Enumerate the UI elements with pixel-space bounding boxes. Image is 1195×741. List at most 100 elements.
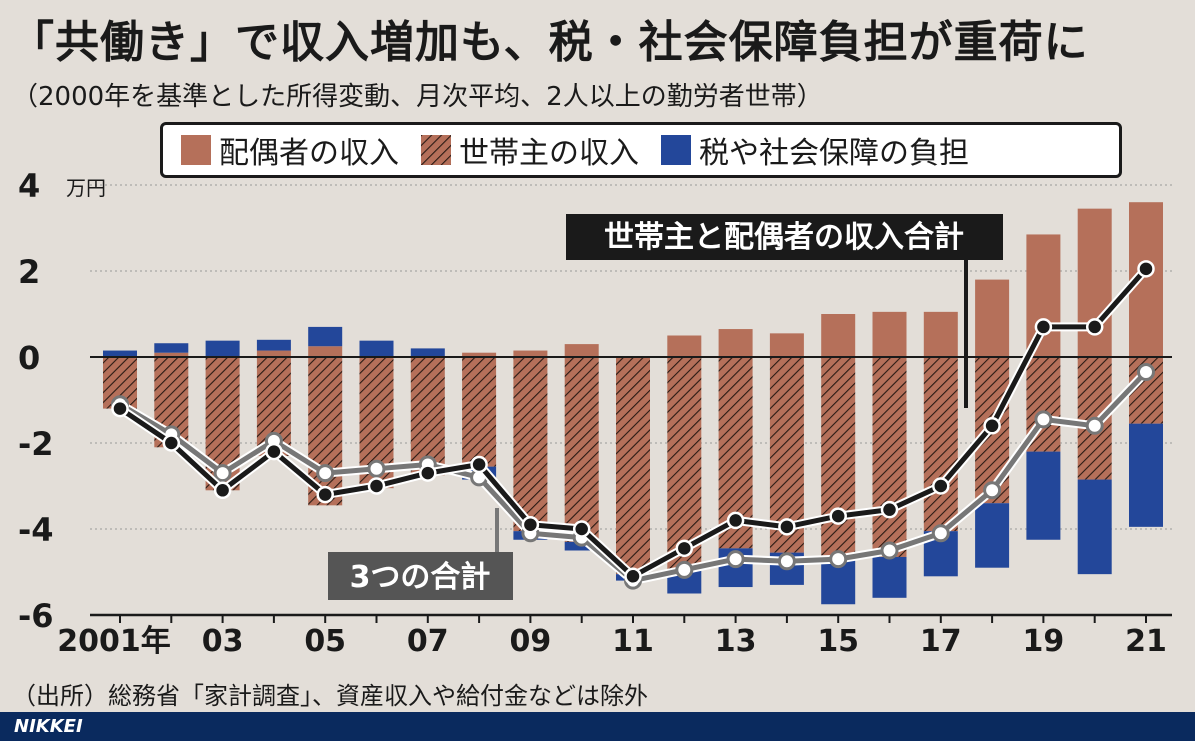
x-tick-label: 19 <box>1023 624 1065 659</box>
three-total-callout-box <box>328 552 513 600</box>
x-tick-label: 2001年 <box>57 624 171 659</box>
bar-spouse-income <box>769 333 804 357</box>
income-total-line-point <box>572 520 591 538</box>
legend-swatch-solid-brown <box>181 135 211 165</box>
income-total-line-point <box>778 518 796 536</box>
bar-spouse-income <box>256 350 291 357</box>
bar-tax-burden <box>359 340 394 357</box>
bar-spouse-income <box>564 344 599 357</box>
legend-swatch-solid-blue <box>661 135 691 165</box>
bar-spouse-income <box>154 352 189 357</box>
three-total-line-point <box>1034 410 1053 429</box>
income-total-line-point <box>419 464 437 482</box>
bar-spouse-income <box>1026 234 1061 357</box>
legend-item-spouse-income: 配偶者の収入 <box>181 128 399 172</box>
y-tick-label: -4 <box>18 511 54 549</box>
bar-tax-burden <box>1129 423 1163 527</box>
income-total-line-point <box>829 507 847 525</box>
income-total-line-point <box>726 511 745 530</box>
three-total-line-point <box>1085 416 1104 435</box>
bar-spouse-income <box>667 335 702 357</box>
x-tick-label: 03 <box>202 624 244 659</box>
income-total-line-point <box>367 477 386 495</box>
income-total-line-point <box>675 539 694 558</box>
legend-item-tax-burden: 税や社会保障の負担 <box>661 128 969 172</box>
x-tick-label: 11 <box>612 624 654 659</box>
bar-spouse-income <box>462 352 497 357</box>
three-total-line-point <box>316 464 335 483</box>
bar-spouse-income <box>718 329 753 357</box>
three-total-line-point <box>777 552 796 571</box>
legend-label: 配偶者の収入 <box>219 136 399 171</box>
bar-tax-burden <box>256 339 291 351</box>
three-total-line-point <box>983 481 1002 500</box>
bar-tax-burden <box>1077 479 1112 575</box>
income-total-line-point <box>111 399 129 418</box>
income-total-line-point <box>470 455 488 474</box>
income-total-line-point <box>983 417 1001 435</box>
income-total-line-point <box>265 442 283 461</box>
income-total-callout-box <box>566 214 1003 260</box>
three-total-line-point <box>213 464 232 483</box>
bar-tax-burden <box>308 326 343 347</box>
chart-subtitle: （2000年を基準とした所得変動、月次平均、2人以上の勤労者世帯） <box>12 82 823 112</box>
three-total-line-point <box>880 541 899 560</box>
bar-tax-burden <box>103 350 137 357</box>
bar-head-income <box>821 357 856 560</box>
legend-label: 税や社会保障の負担 <box>699 136 969 171</box>
legend-label: 世帯主の収入 <box>459 136 639 171</box>
y-tick-label: -6 <box>18 597 54 635</box>
income-total-line-point <box>213 481 232 500</box>
bar-tax-burden <box>975 503 1010 568</box>
three-total-callout-label: 3つの合計 <box>350 560 491 595</box>
three-total-line-point <box>931 524 950 543</box>
legend-swatch-hatched-brown <box>421 135 451 165</box>
income-total-line-point <box>162 434 181 452</box>
income-total-line-point <box>932 477 950 495</box>
bar-spouse-income <box>308 346 343 357</box>
bar-spouse-income <box>872 311 907 357</box>
bar-tax-burden <box>410 348 445 357</box>
legend: 配偶者の収入 世帯主の収入 税や社会保障の負担 <box>160 122 1122 178</box>
bar-head-income <box>923 357 958 532</box>
footer-bar: NIKKEI <box>0 712 1195 741</box>
bar-head-income <box>564 357 599 542</box>
y-tick-label: 2 <box>18 253 40 291</box>
y-tick-label: 0 <box>18 339 40 377</box>
y-tick-label: -2 <box>18 425 54 463</box>
bar-head-income <box>462 357 497 467</box>
bar-tax-burden <box>1026 451 1061 540</box>
three-total-line-point <box>1137 363 1155 382</box>
three-total-line-point <box>367 459 386 478</box>
bar-head-income <box>667 357 702 570</box>
y-unit-label: 万円 <box>66 176 106 200</box>
chart-title: 「共働き」で収入増加も、税・社会保障負担が重荷に <box>10 17 1089 68</box>
x-tick-label: 13 <box>715 624 757 659</box>
bar-tax-burden <box>872 556 907 598</box>
bar-tax-burden <box>154 343 189 353</box>
bar-head-income <box>616 357 650 575</box>
bar-head-income <box>513 357 548 532</box>
x-tick-label: 09 <box>510 624 552 659</box>
income-total-line-point <box>1034 318 1053 336</box>
bar-spouse-income <box>821 314 856 357</box>
x-tick-label: 17 <box>920 624 962 659</box>
three-total-line-point <box>829 550 848 569</box>
income-total-callout-label: 世帯主と配偶者の収入合計 <box>604 220 964 255</box>
x-tick-label: 05 <box>304 624 346 659</box>
bar-tax-burden <box>205 340 240 357</box>
three-total-line-point <box>726 550 745 569</box>
income-total-line-point <box>624 567 642 586</box>
bar-spouse-income <box>513 350 548 357</box>
x-tick-label: 21 <box>1125 624 1167 659</box>
income-total-line-point <box>521 515 540 534</box>
x-tick-label: 07 <box>407 624 449 659</box>
bar-spouse-income <box>975 279 1010 357</box>
bar-head-income <box>872 357 907 557</box>
nikkei-logo: NIKKEI <box>14 716 83 737</box>
income-total-line-point <box>1085 318 1104 336</box>
source-note: （出所）総務省「家計調査」、資産収入や給付金などは除外 <box>12 682 648 710</box>
income-total-line-point <box>316 485 334 504</box>
bar-spouse-income <box>923 311 958 357</box>
